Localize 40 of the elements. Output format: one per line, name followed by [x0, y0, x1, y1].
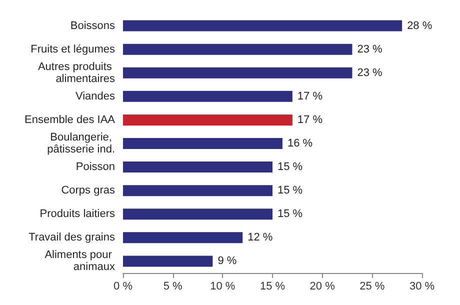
data-label: 28 %: [407, 20, 432, 32]
bar: [123, 208, 272, 220]
bar: [123, 67, 352, 78]
bar: [123, 44, 352, 55]
data-label: 16 %: [287, 138, 313, 150]
y-tick-label: Boissons: [70, 20, 116, 32]
bar: [123, 232, 243, 244]
x-tick-label: 20 %: [310, 280, 336, 292]
x-tick-label: 0 %: [114, 280, 133, 292]
y-tick-label: Autres produits alimentaires: [38, 60, 116, 85]
y-tick-label: Boulangerie, pâtisserie ind.: [47, 132, 115, 156]
data-label: 17 %: [297, 114, 323, 126]
y-tick-label: Corps gras: [61, 184, 116, 197]
data-label: 23 %: [357, 43, 383, 56]
bar: [123, 138, 282, 149]
bar: [123, 20, 402, 32]
y-tick-label: Produits laitiers: [40, 208, 116, 220]
x-tick-label: 10 %: [210, 280, 236, 292]
data-label: 23 %: [357, 66, 383, 79]
data-label: 17 %: [297, 90, 323, 102]
x-tick-label: 15 %: [260, 280, 286, 292]
bar: [123, 256, 213, 267]
y-tick-label: Fruits et légumes: [30, 43, 116, 56]
y-tick-label: Poisson: [76, 161, 115, 174]
x-tick-label: 30 %: [409, 280, 435, 292]
data-label: 15 %: [278, 184, 303, 197]
y-tick-label: Ensemble des IAA: [24, 114, 116, 126]
data-label: 9 %: [218, 255, 237, 268]
x-tick-label: 5 %: [163, 280, 183, 292]
bar: [123, 185, 272, 196]
bar: [123, 90, 292, 102]
data-label: 15 %: [278, 208, 303, 220]
y-tick-label: Aliments pour animaux: [44, 249, 116, 274]
y-tick-label: Travail des grains: [28, 232, 116, 244]
y-tick-label: Viandes: [75, 90, 116, 102]
bar: [123, 162, 272, 173]
data-label: 12 %: [248, 232, 273, 244]
data-label: 15 %: [278, 161, 303, 174]
x-tick-label: 25 %: [360, 280, 385, 292]
bar: [123, 114, 292, 126]
